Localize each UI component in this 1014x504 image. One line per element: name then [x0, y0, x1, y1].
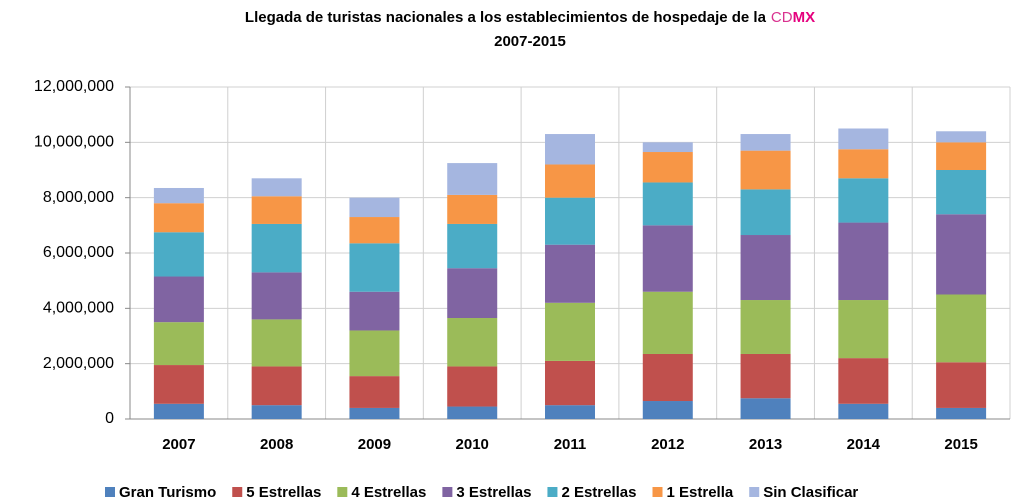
bar-segment — [740, 398, 791, 419]
x-tick-label: 2010 — [456, 436, 489, 453]
bar-segment — [642, 142, 693, 153]
bar-segment — [251, 405, 302, 419]
bar-segment — [740, 150, 791, 190]
x-tick-label: 2009 — [358, 436, 391, 453]
bar-segment — [740, 235, 791, 301]
bar-segment — [251, 178, 302, 197]
legend-label: 5 Estrellas — [246, 484, 321, 501]
bar-segment — [936, 362, 987, 408]
bar-segment — [936, 170, 987, 215]
bar-segment — [545, 360, 595, 406]
bar-segment — [349, 217, 400, 244]
y-tick-label: 8,000,000 — [43, 189, 114, 206]
bar-segment — [936, 294, 987, 363]
bar-segment — [447, 366, 498, 407]
legend-swatch — [749, 487, 760, 497]
legend-label: 4 Estrellas — [351, 484, 426, 501]
bar-segment — [642, 353, 693, 402]
bar-segment — [349, 330, 400, 377]
bar-segment — [545, 405, 595, 419]
bar-segment — [251, 196, 302, 224]
bar-segment — [838, 358, 889, 404]
legend-swatch — [105, 487, 115, 497]
bar-segment — [838, 149, 889, 179]
y-tick-label: 12,000,000 — [34, 78, 114, 95]
y-tick-label: 4,000,000 — [43, 300, 114, 317]
bar-segment — [936, 131, 987, 143]
title-main: Llegada de turistas nacionales a los est… — [245, 9, 767, 26]
bar-segment — [349, 243, 400, 292]
bar-segment — [936, 214, 987, 295]
x-tick-label: 2013 — [749, 436, 782, 453]
legend-label: Sin Clasificar — [763, 484, 858, 501]
bar-segment — [251, 319, 302, 367]
bar-segment — [838, 178, 889, 223]
bar-segment — [642, 152, 693, 183]
y-tick-label: 0 — [105, 410, 114, 427]
chart-title: Llegada de turistas nacionales a los est… — [245, 9, 815, 26]
bar-segment — [545, 302, 595, 361]
bar-segment — [642, 225, 693, 292]
x-tick-label: 2007 — [162, 436, 195, 453]
bar-segment — [153, 276, 204, 323]
x-tick-label: 2015 — [944, 436, 977, 453]
bar-segment — [838, 128, 889, 150]
bar-segment — [838, 300, 889, 359]
x-tick-label: 2008 — [260, 436, 293, 453]
x-tick-label: 2011 — [554, 436, 587, 453]
bar-segment — [153, 232, 204, 277]
title-accent: CD — [771, 9, 793, 26]
bar-segment — [251, 272, 302, 320]
bar-segment — [545, 244, 595, 303]
x-tick-label: 2012 — [651, 436, 684, 453]
legend-label: 2 Estrellas — [561, 484, 636, 501]
bar-segment — [153, 203, 204, 233]
bar-segment — [349, 197, 400, 218]
legend-swatch — [442, 487, 453, 497]
y-tick-label: 6,000,000 — [43, 244, 114, 261]
x-tick-label: 2014 — [847, 436, 881, 453]
legend-label: 1 Estrella — [667, 484, 734, 501]
legend-swatch — [652, 487, 663, 497]
bar-segment — [838, 403, 889, 419]
bar-segment — [349, 407, 400, 419]
bar-segment — [349, 291, 400, 331]
bar-segment — [545, 164, 595, 198]
legend-swatch — [547, 487, 558, 497]
y-tick-label: 10,000,000 — [34, 134, 114, 151]
bar-segment — [642, 291, 693, 354]
bar-segment — [447, 194, 498, 224]
legend-label: Gran Turismo — [119, 484, 216, 501]
bar-segment — [153, 187, 204, 204]
bar-segment — [838, 222, 889, 301]
legend-swatch — [232, 487, 243, 497]
bar-segment — [740, 300, 791, 354]
y-tick-label: 2,000,000 — [43, 355, 114, 372]
bar-segment — [349, 376, 400, 408]
bar-segment — [936, 142, 987, 170]
bar-segment — [153, 403, 204, 419]
title-accent: MX — [793, 9, 816, 26]
bar-segment — [447, 268, 498, 319]
chart-subtitle: 2007-2015 — [494, 33, 566, 50]
bar-segment — [740, 353, 791, 399]
bar-segment — [740, 134, 791, 151]
bar-segment — [153, 365, 204, 404]
legend-swatch — [337, 487, 348, 497]
bar-segment — [740, 189, 791, 236]
bar-segment — [642, 401, 693, 419]
bar-segment — [447, 163, 498, 195]
bar-segment — [251, 366, 302, 406]
bar-segment — [251, 223, 302, 273]
bar-segment — [545, 197, 595, 245]
bar-segment — [153, 322, 204, 366]
bar-segment — [936, 407, 987, 419]
bar-segment — [447, 318, 498, 367]
legend-label: 3 Estrellas — [456, 484, 531, 501]
bar-segment — [642, 182, 693, 226]
bar-segment — [447, 223, 498, 269]
bar-segment — [447, 406, 498, 419]
bar-segment — [545, 134, 595, 165]
